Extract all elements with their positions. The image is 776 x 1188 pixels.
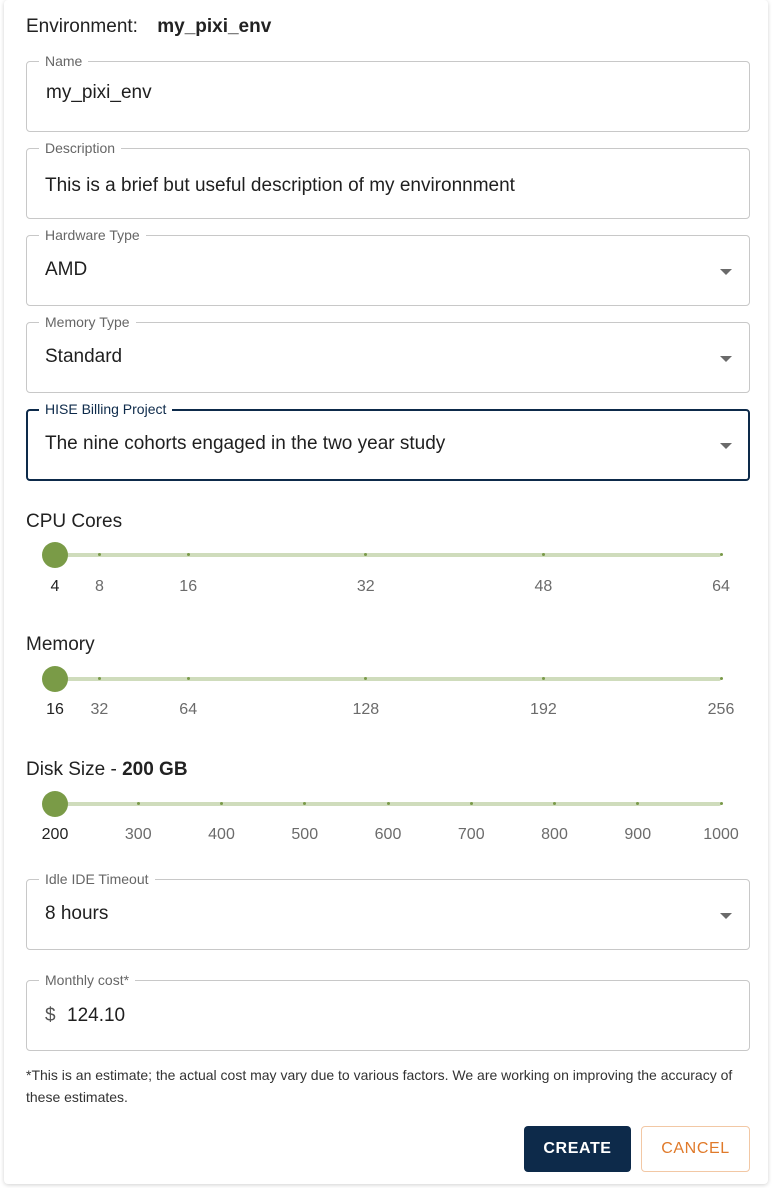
- description-field[interactable]: Description This is a brief but useful d…: [26, 140, 750, 219]
- disk-size-title-value: 200 GB: [122, 759, 188, 780]
- idle-timeout-select[interactable]: Idle IDE Timeout 8 hours: [26, 871, 750, 950]
- chevron-down-icon[interactable]: [720, 913, 732, 919]
- memory-type-value: Standard: [45, 346, 123, 367]
- disk-slider-mark-label: 600: [374, 826, 402, 843]
- description-field-value[interactable]: This is a brief but useful description o…: [45, 175, 515, 196]
- memory-title: Memory: [26, 634, 95, 655]
- idle-timeout-value: 8 hours: [45, 903, 109, 924]
- memory-slider[interactable]: [42, 666, 723, 692]
- name-field-value[interactable]: my_pixi_env: [46, 82, 152, 103]
- disk-slider-tick: [553, 802, 556, 805]
- cpu-slider-tick: [719, 553, 723, 556]
- idle-timeout-label: Idle IDE Timeout: [39, 871, 155, 887]
- memory-slider-tick: [541, 677, 545, 680]
- memory-type-select[interactable]: Memory Type Standard: [26, 314, 750, 393]
- disk-slider-tick: [469, 802, 473, 805]
- memory-slider-mark-label: 256: [707, 701, 735, 718]
- monthly-cost-value: 124.10: [67, 1005, 126, 1026]
- memory-type-label: Memory Type: [39, 314, 136, 330]
- chevron-down-icon[interactable]: [720, 443, 732, 449]
- cpu-slider-tick: [364, 553, 368, 556]
- memory-slider-mark-label: 192: [530, 701, 557, 718]
- environment-heading: Environment: my_pixi_env: [26, 16, 271, 38]
- disk-slider-mark-label: 900: [624, 826, 652, 843]
- disk-slider-tick: [636, 802, 640, 805]
- cpu-slider-tick: [186, 553, 190, 556]
- disk-slider-mark-label: 200: [41, 826, 69, 843]
- memory-slider-tick: [186, 677, 190, 680]
- cpu-slider-mark-label: 4: [50, 578, 60, 595]
- disk-slider-tick: [386, 802, 390, 805]
- cost-disclaimer: *This is an estimate; the actual cost ma…: [26, 1067, 733, 1105]
- memory-slider-mark-label: 64: [179, 701, 198, 718]
- chevron-down-icon[interactable]: [720, 269, 732, 275]
- cpu-slider-tick: [541, 553, 545, 556]
- memory-slider-tick: [97, 677, 101, 680]
- disk-slider-mark-label: 300: [124, 826, 152, 843]
- monthly-cost-field: Monthly cost* $ 124.10: [26, 972, 750, 1051]
- memory-slider-mark-label: 16: [46, 701, 64, 718]
- disk-slider-tick: [220, 802, 223, 805]
- cpu-cores-slider-thumb[interactable]: [42, 542, 68, 568]
- cpu-slider-mark-label: 16: [179, 578, 198, 595]
- disk-size-title-label: Disk Size -: [26, 759, 123, 780]
- cpu-slider-mark-label: 48: [534, 578, 553, 595]
- billing-project-label: HISE Billing Project: [39, 401, 173, 417]
- hardware-type-label: Hardware Type: [39, 227, 146, 243]
- environment-value: my_pixi_env: [157, 16, 272, 37]
- disk-size-slider[interactable]: [42, 791, 723, 817]
- name-field[interactable]: Name my_pixi_env: [26, 53, 750, 132]
- memory-slider-mark-label: 128: [352, 701, 380, 718]
- disk-slider-mark-label: 500: [291, 826, 319, 843]
- billing-project-value: The nine cohorts engaged in the two year…: [45, 433, 446, 454]
- disk-slider-mark-label: 700: [457, 826, 485, 843]
- disk-size-slider-thumb[interactable]: [42, 791, 68, 817]
- disk-slider-tick: [303, 802, 307, 805]
- cpu-cores-slider[interactable]: [42, 542, 723, 568]
- disk-size-title: Disk Size - 200 GB: [26, 759, 188, 781]
- name-field-label: Name: [39, 53, 89, 69]
- environment-label: Environment:: [26, 16, 138, 37]
- disk-slider-mark-label: 400: [208, 826, 235, 843]
- disk-slider-mark-label: 1000: [703, 826, 739, 843]
- disk-slider-tick: [136, 802, 140, 805]
- chevron-down-icon[interactable]: [720, 356, 732, 362]
- cancel-button[interactable]: CANCEL: [641, 1126, 750, 1172]
- disk-slider-mark-label: 800: [541, 826, 568, 843]
- memory-slider-thumb[interactable]: [42, 666, 68, 692]
- cpu-slider-tick: [97, 553, 101, 556]
- memory-slider-mark-label: 32: [90, 701, 109, 718]
- cpu-slider-mark-label: 64: [712, 578, 730, 595]
- currency-symbol: $: [45, 1005, 56, 1026]
- cpu-slider-mark-label: 32: [356, 578, 375, 595]
- memory-slider-tick: [719, 677, 723, 680]
- description-field-label: Description: [39, 140, 122, 156]
- cpu-cores-title: CPU Cores: [26, 511, 123, 532]
- billing-project-select[interactable]: HISE Billing Project The nine cohorts en…: [26, 401, 750, 481]
- create-button[interactable]: CREATE: [524, 1126, 631, 1172]
- hardware-type-select[interactable]: Hardware Type AMD: [26, 227, 750, 306]
- memory-slider-tick: [364, 677, 368, 680]
- hardware-type-value: AMD: [45, 259, 88, 280]
- disk-slider-tick: [719, 802, 723, 805]
- cpu-slider-mark-label: 8: [94, 578, 104, 595]
- monthly-cost-label: Monthly cost*: [39, 972, 136, 988]
